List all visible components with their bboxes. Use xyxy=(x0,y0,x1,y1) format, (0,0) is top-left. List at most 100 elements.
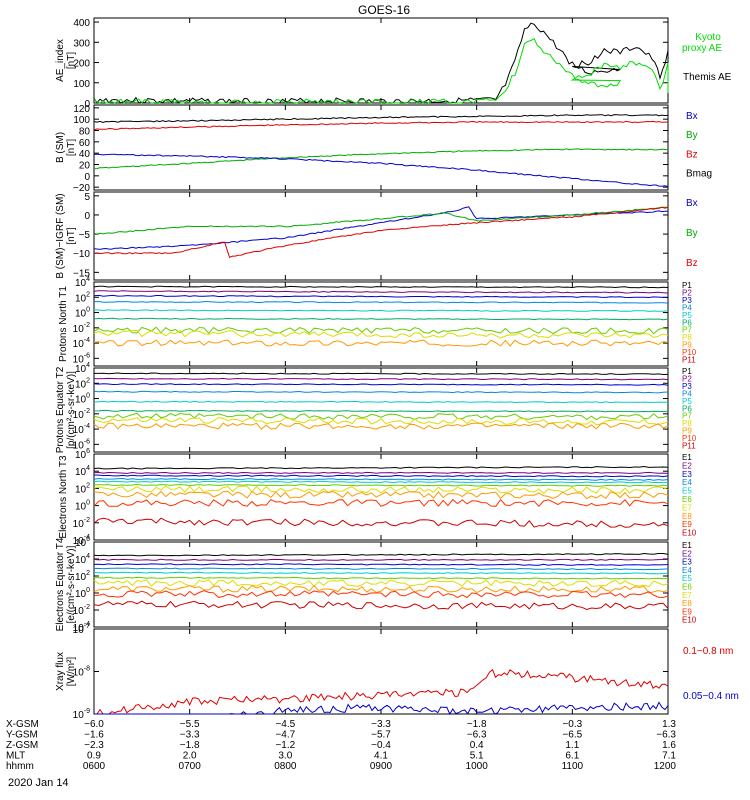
legend-entry: P10 xyxy=(682,434,697,443)
x-table-value: −6.3 xyxy=(467,730,487,741)
series-line xyxy=(93,498,669,508)
panel-frame xyxy=(93,367,669,453)
series-line xyxy=(93,485,669,495)
legend-entry: E4 xyxy=(682,566,692,575)
x-table-value: −1.8 xyxy=(467,719,487,730)
panel-frame xyxy=(93,17,669,104)
x-table-value: 1000 xyxy=(466,761,489,772)
legend-entry: E1 xyxy=(682,541,692,550)
legend-entry: P8 xyxy=(682,333,692,342)
legend-entry: P1 xyxy=(682,281,692,290)
legend-entry: E1 xyxy=(682,453,692,462)
x-table-row-label: hhmm xyxy=(6,761,34,772)
legend-entry: P5 xyxy=(682,311,692,320)
legend-entry: P7 xyxy=(682,412,692,421)
x-table-value: 1200 xyxy=(654,761,677,772)
x-table-value: 4.1 xyxy=(374,751,388,762)
panel-frame xyxy=(93,628,669,715)
y-tick-label: 102 xyxy=(75,482,90,495)
series-line xyxy=(93,563,669,566)
x-table-value: −6.3 xyxy=(656,730,676,741)
legend-entry: P4 xyxy=(682,303,692,312)
legend-entry: P1 xyxy=(682,367,692,376)
legend-entry: P2 xyxy=(682,374,692,383)
series-group xyxy=(93,552,669,611)
x-table-value: 0900 xyxy=(370,761,393,772)
x-table-value: −5.5 xyxy=(180,719,200,730)
legend-entry: E3 xyxy=(682,558,692,567)
series-line xyxy=(93,412,669,421)
legend-entry: P9 xyxy=(682,341,692,350)
legend-entry: E6 xyxy=(682,495,692,504)
legend-entry: 0.05−0.4 nm xyxy=(683,691,739,702)
y-tick-label: 106 xyxy=(75,536,90,549)
y-tick-label: 100 xyxy=(75,500,90,513)
series-line xyxy=(93,37,669,104)
y-tick-label: 10-8 xyxy=(73,666,90,679)
y-tick-label: 102 xyxy=(75,570,90,583)
panel-3: −15 −10 −5 0 5 B (SM)−IGRF (SM)[nT] Bx By Bz xyxy=(55,191,698,281)
y-tick-label: 10-2 xyxy=(73,517,90,530)
y-tick-label: 10-4 xyxy=(73,337,90,350)
x-table-value: −0.4 xyxy=(371,740,391,751)
series-line xyxy=(93,552,669,557)
x-table-value: 0600 xyxy=(83,761,106,772)
series-line xyxy=(93,339,669,347)
series-group xyxy=(93,372,669,430)
series-line xyxy=(93,480,669,484)
y-tick-label: 10-6 xyxy=(73,438,90,451)
x-table-value: 0800 xyxy=(274,761,297,772)
legend: Kyoto proxy AE Themis AE xyxy=(682,32,732,83)
y-axis-label: AE_index[nT] xyxy=(55,39,77,82)
y-tick-label: 0 xyxy=(84,172,90,183)
y-tick-label: 10-7 xyxy=(73,623,90,636)
x-table-value: −6.5 xyxy=(562,730,582,741)
y-tick-label: 200 xyxy=(73,59,90,70)
series-line xyxy=(93,206,669,258)
y-tick-label: 120 xyxy=(73,104,90,115)
x-table-value: 1100 xyxy=(562,761,584,772)
y-axis-label: B (SM)−IGRF (SM)[nT] xyxy=(55,193,77,278)
x-table-value: −1.8 xyxy=(180,740,200,751)
x-table-value: 1.3 xyxy=(662,719,676,730)
series-line xyxy=(93,22,669,104)
x-table-value: −5.7 xyxy=(371,730,391,741)
legend-entry: P9 xyxy=(682,427,692,436)
y-tick-label: 100 xyxy=(73,115,90,126)
series-line xyxy=(94,668,669,715)
y-tick-label: −5 xyxy=(79,230,91,241)
y-tick-label: 100 xyxy=(73,79,90,90)
legend-entry: E9 xyxy=(682,520,692,529)
panel-6: 106 104 102 100 10-2 10-4 Electrons North T3 E1… xyxy=(58,448,697,547)
y-tick-label: 10-2 xyxy=(73,408,90,421)
panel-frame xyxy=(93,191,669,281)
series-line xyxy=(93,120,669,131)
y-tick-label: −10 xyxy=(73,249,90,260)
legend-entry: Bz xyxy=(686,149,698,160)
legend-entry: E10 xyxy=(682,529,697,538)
legend-entry: P6 xyxy=(682,404,692,413)
series-line xyxy=(93,576,669,580)
x-table-value: −4.7 xyxy=(275,730,295,741)
x-table-value: 0.4 xyxy=(470,740,484,751)
series-line xyxy=(93,300,669,304)
series-line xyxy=(93,309,669,312)
series-line xyxy=(93,285,669,289)
series-line xyxy=(93,465,669,470)
y-axis-label: B (SM)[nT] xyxy=(55,132,77,163)
y-tick-label: 100 xyxy=(75,587,90,600)
y-tick-label: −15 xyxy=(73,268,90,279)
y-tick-label: 100 xyxy=(75,393,90,406)
legend-entry: Bz xyxy=(686,258,698,269)
y-tick-label: 10-2 xyxy=(73,604,90,617)
x-table-row-label: X-GSM xyxy=(6,719,39,730)
series-line xyxy=(93,329,669,339)
y-tick-label: 5 xyxy=(84,192,90,203)
x-table-value: −2.3 xyxy=(84,740,104,751)
series-group xyxy=(93,285,669,347)
x-table-value: −3.3 xyxy=(180,730,200,741)
